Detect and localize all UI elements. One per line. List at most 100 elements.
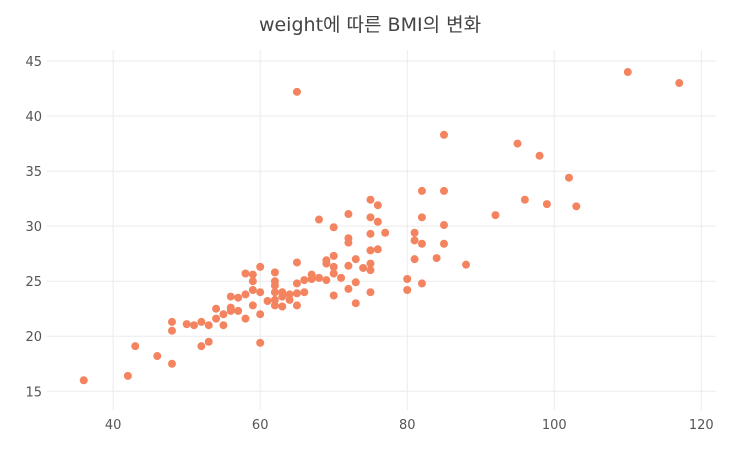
data-point bbox=[190, 321, 199, 330]
data-point bbox=[167, 359, 176, 368]
data-point bbox=[351, 255, 360, 264]
data-point bbox=[248, 270, 257, 279]
x-tick-label: 100 bbox=[542, 418, 567, 433]
point-layer bbox=[79, 68, 684, 385]
data-point bbox=[329, 251, 338, 260]
data-point bbox=[572, 202, 581, 211]
data-point bbox=[491, 211, 500, 220]
data-point bbox=[300, 276, 309, 285]
data-point bbox=[292, 258, 301, 267]
data-point bbox=[197, 342, 206, 351]
data-point bbox=[439, 221, 448, 230]
data-point bbox=[197, 317, 206, 326]
data-point bbox=[292, 279, 301, 288]
data-point bbox=[344, 234, 353, 243]
data-point bbox=[263, 297, 272, 306]
data-point bbox=[241, 314, 250, 323]
data-point bbox=[359, 263, 368, 272]
data-point bbox=[417, 186, 426, 195]
data-point bbox=[256, 288, 265, 297]
data-point bbox=[329, 269, 338, 278]
data-point bbox=[337, 273, 346, 282]
data-point bbox=[292, 301, 301, 310]
data-point bbox=[212, 314, 221, 323]
data-point bbox=[248, 277, 257, 286]
data-point bbox=[219, 321, 228, 330]
data-point bbox=[366, 229, 375, 238]
data-point bbox=[270, 268, 279, 277]
data-point bbox=[234, 306, 243, 315]
data-point bbox=[403, 286, 412, 294]
data-point bbox=[432, 254, 441, 263]
data-point bbox=[351, 299, 360, 308]
data-point bbox=[520, 195, 529, 204]
data-point bbox=[307, 270, 316, 279]
data-point bbox=[234, 293, 243, 302]
data-point bbox=[292, 289, 301, 298]
data-point bbox=[315, 215, 324, 224]
data-point bbox=[79, 376, 88, 385]
data-point bbox=[417, 239, 426, 248]
data-point bbox=[329, 223, 338, 232]
data-point bbox=[410, 236, 419, 245]
x-tick-label: 80 bbox=[399, 418, 416, 433]
data-point bbox=[403, 274, 412, 283]
x-tick-label: 120 bbox=[689, 418, 714, 433]
x-tick-label: 40 bbox=[105, 418, 122, 433]
data-point bbox=[513, 139, 522, 148]
data-point bbox=[410, 228, 419, 237]
grid-layer bbox=[47, 50, 716, 410]
data-point bbox=[462, 260, 471, 269]
data-point bbox=[417, 279, 426, 288]
data-point bbox=[410, 255, 419, 264]
data-point bbox=[675, 79, 684, 88]
data-point bbox=[131, 342, 140, 351]
data-point bbox=[366, 246, 375, 255]
y-tick-label: 30 bbox=[25, 220, 42, 235]
data-point bbox=[373, 245, 382, 254]
data-point bbox=[278, 302, 287, 311]
data-point bbox=[366, 266, 375, 275]
data-point bbox=[344, 261, 353, 270]
data-point bbox=[417, 213, 426, 222]
data-point bbox=[292, 87, 301, 96]
data-point bbox=[270, 288, 279, 297]
data-point bbox=[204, 321, 213, 330]
y-tick-label: 45 bbox=[25, 55, 42, 70]
data-point bbox=[373, 217, 382, 226]
data-point bbox=[366, 259, 375, 268]
data-point bbox=[315, 273, 324, 282]
data-point bbox=[256, 310, 265, 319]
data-point bbox=[167, 317, 176, 326]
data-point bbox=[248, 286, 257, 294]
data-point bbox=[564, 173, 573, 182]
data-point bbox=[351, 278, 360, 287]
data-point bbox=[535, 151, 544, 160]
data-point bbox=[123, 371, 132, 380]
data-point bbox=[226, 292, 235, 301]
data-point bbox=[623, 68, 632, 77]
data-point bbox=[182, 320, 191, 329]
data-point bbox=[322, 256, 331, 265]
y-tick-label: 35 bbox=[25, 165, 42, 180]
data-point bbox=[381, 228, 390, 237]
data-point bbox=[373, 201, 382, 210]
data-point bbox=[256, 262, 265, 271]
y-tick-label: 20 bbox=[25, 330, 42, 345]
data-point bbox=[241, 290, 250, 299]
data-point bbox=[439, 130, 448, 139]
data-point bbox=[285, 290, 294, 299]
data-point bbox=[256, 338, 265, 347]
x-tick-label: 60 bbox=[252, 418, 269, 433]
data-point bbox=[329, 291, 338, 300]
data-point bbox=[366, 195, 375, 204]
data-point bbox=[439, 239, 448, 248]
data-point bbox=[167, 326, 176, 335]
data-point bbox=[241, 269, 250, 278]
data-point bbox=[542, 200, 551, 209]
data-point bbox=[270, 301, 279, 310]
data-point bbox=[344, 210, 353, 219]
data-point bbox=[153, 352, 162, 361]
data-point bbox=[278, 288, 287, 297]
data-point bbox=[322, 276, 331, 285]
